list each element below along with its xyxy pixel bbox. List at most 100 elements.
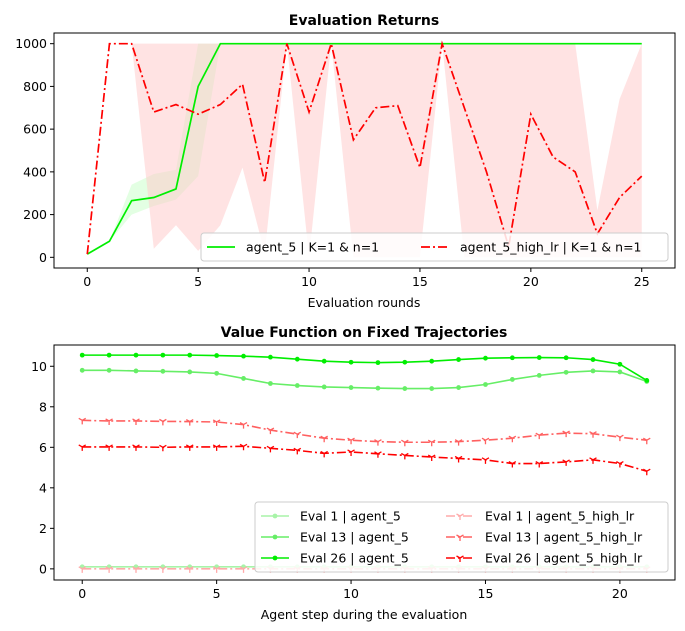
data-point (427, 454, 436, 462)
data-point (616, 460, 624, 468)
y-tick-label: 4 (39, 480, 47, 495)
series-line (82, 419, 647, 444)
data-point (187, 369, 193, 375)
data-point (590, 368, 596, 374)
series (79, 367, 650, 391)
y-tick-label: 2 (39, 521, 47, 536)
x-tick-label: 5 (194, 274, 202, 289)
series-line (82, 369, 648, 390)
legend-label: Eval 13 | agent_5_high_lr (485, 530, 643, 545)
data-point (427, 439, 436, 447)
x-tick-label: 15 (412, 274, 428, 289)
data-point (106, 352, 112, 358)
data-point (159, 418, 167, 426)
x-tick-label: 20 (612, 586, 628, 601)
data-point (401, 452, 409, 460)
data-point (239, 422, 248, 429)
series (78, 443, 651, 476)
data-point (212, 419, 221, 426)
legend-label: agent_5 | K=1 & n=1 (246, 240, 379, 255)
legend-label: agent_5_high_lr | K=1 & n=1 (460, 240, 642, 255)
data-point (483, 355, 488, 361)
chart-title: Value Function on Fixed Trajectories (221, 325, 508, 341)
data-point (266, 445, 275, 453)
data-point (241, 353, 246, 359)
data-point (79, 352, 85, 358)
axes: 0 5 10 15 20 25 0 200 400 600 800 1000 (15, 32, 676, 289)
data-point (321, 358, 327, 364)
value-function-chart: Value Function on Fixed Trajectories 0 5 1… (31, 325, 676, 622)
y-tick-label: 6 (39, 440, 47, 455)
data-point (132, 444, 140, 451)
data-point (429, 358, 435, 364)
x-axis-label: Agent step during the evaluation (261, 607, 468, 622)
data-point (347, 449, 355, 456)
data-point (132, 566, 140, 573)
data-point (293, 447, 302, 455)
data-point (321, 384, 327, 390)
data-point (454, 455, 463, 463)
data-point (509, 355, 515, 361)
series-lines (86, 40, 643, 255)
data-point (456, 357, 461, 362)
y-tick-label: 200 (23, 207, 47, 222)
data-point (160, 352, 166, 358)
data-point (536, 355, 542, 360)
series-line (86, 40, 643, 255)
plot-frame (53, 32, 676, 269)
data-point (429, 386, 435, 391)
data-point (536, 372, 542, 378)
data-point (456, 385, 461, 390)
chart-title: Evaluation Returns (289, 13, 439, 29)
legend-marker (272, 534, 278, 540)
data-point (320, 435, 328, 443)
legend: Eval 1 | agent_5 Eval 13 | agent_5 Eval 26… (254, 501, 669, 573)
data-point (509, 377, 515, 382)
data-point (78, 444, 87, 451)
data-point (159, 566, 167, 573)
data-point (160, 368, 166, 374)
legend: agent_5 | K=1 & n=1 agent_5_high_lr | K=1… (200, 232, 669, 262)
data-point (348, 359, 354, 365)
data-point (78, 566, 87, 573)
data-point (616, 434, 624, 442)
data-point (185, 419, 194, 426)
data-point (239, 443, 248, 451)
x-tick-label: 5 (213, 586, 221, 601)
data-point (320, 450, 328, 458)
data-point (106, 367, 112, 373)
data-point (212, 444, 221, 451)
axes: 0 5 10 15 20 0 2 4 6 8 10 (31, 344, 676, 601)
legend-label: Eval 1 | agent_5_high_lr (485, 509, 635, 524)
y-tick-label: 0 (39, 561, 47, 576)
data-point (105, 444, 113, 451)
x-axis-label: Evaluation rounds (308, 295, 421, 310)
x-tick-label: 0 (78, 586, 86, 601)
data-point (402, 386, 408, 391)
data-point (401, 439, 409, 447)
data-point (508, 435, 517, 443)
data-point (644, 378, 650, 383)
data-point (347, 437, 355, 445)
series-line (86, 42, 642, 255)
evaluation-returns-chart: Evaluation Returns 0 5 10 15 20 25 0 200 400 600 8… (15, 13, 676, 310)
data-point (78, 417, 87, 425)
y-tick-label: 600 (23, 122, 47, 137)
plot-frame (53, 344, 676, 581)
data-point (642, 468, 651, 476)
x-tick-label: 25 (634, 274, 650, 289)
legend-marker (456, 513, 464, 520)
data-point (563, 369, 569, 375)
y-tick-label: 400 (23, 164, 47, 179)
data-point (214, 370, 220, 376)
legend-marker (272, 513, 278, 519)
legend-label: Eval 26 | agent_5_high_lr (485, 551, 643, 566)
confidence-bands (87, 43, 642, 258)
legend-box (254, 501, 669, 573)
data-point (187, 352, 193, 358)
series-line (82, 445, 647, 472)
data-point (294, 383, 300, 388)
x-tick-label: 10 (343, 586, 359, 601)
data-point (617, 361, 623, 367)
